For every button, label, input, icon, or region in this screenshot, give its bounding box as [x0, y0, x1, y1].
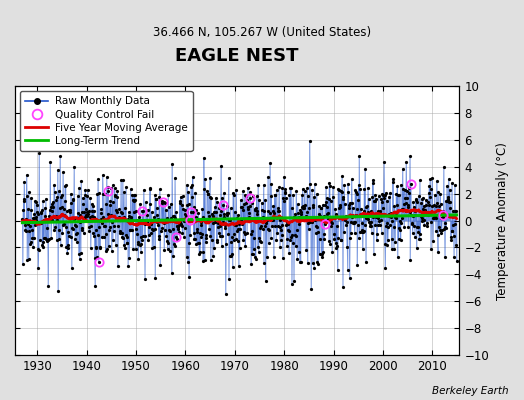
Text: Berkeley Earth: Berkeley Earth [432, 386, 508, 396]
Legend: Raw Monthly Data, Quality Control Fail, Five Year Moving Average, Long-Term Tren: Raw Monthly Data, Quality Control Fail, … [20, 91, 192, 151]
Y-axis label: Temperature Anomaly (°C): Temperature Anomaly (°C) [496, 142, 509, 300]
Title: EAGLE NEST: EAGLE NEST [176, 47, 299, 65]
Text: 36.466 N, 105.267 W (United States): 36.466 N, 105.267 W (United States) [153, 26, 371, 39]
